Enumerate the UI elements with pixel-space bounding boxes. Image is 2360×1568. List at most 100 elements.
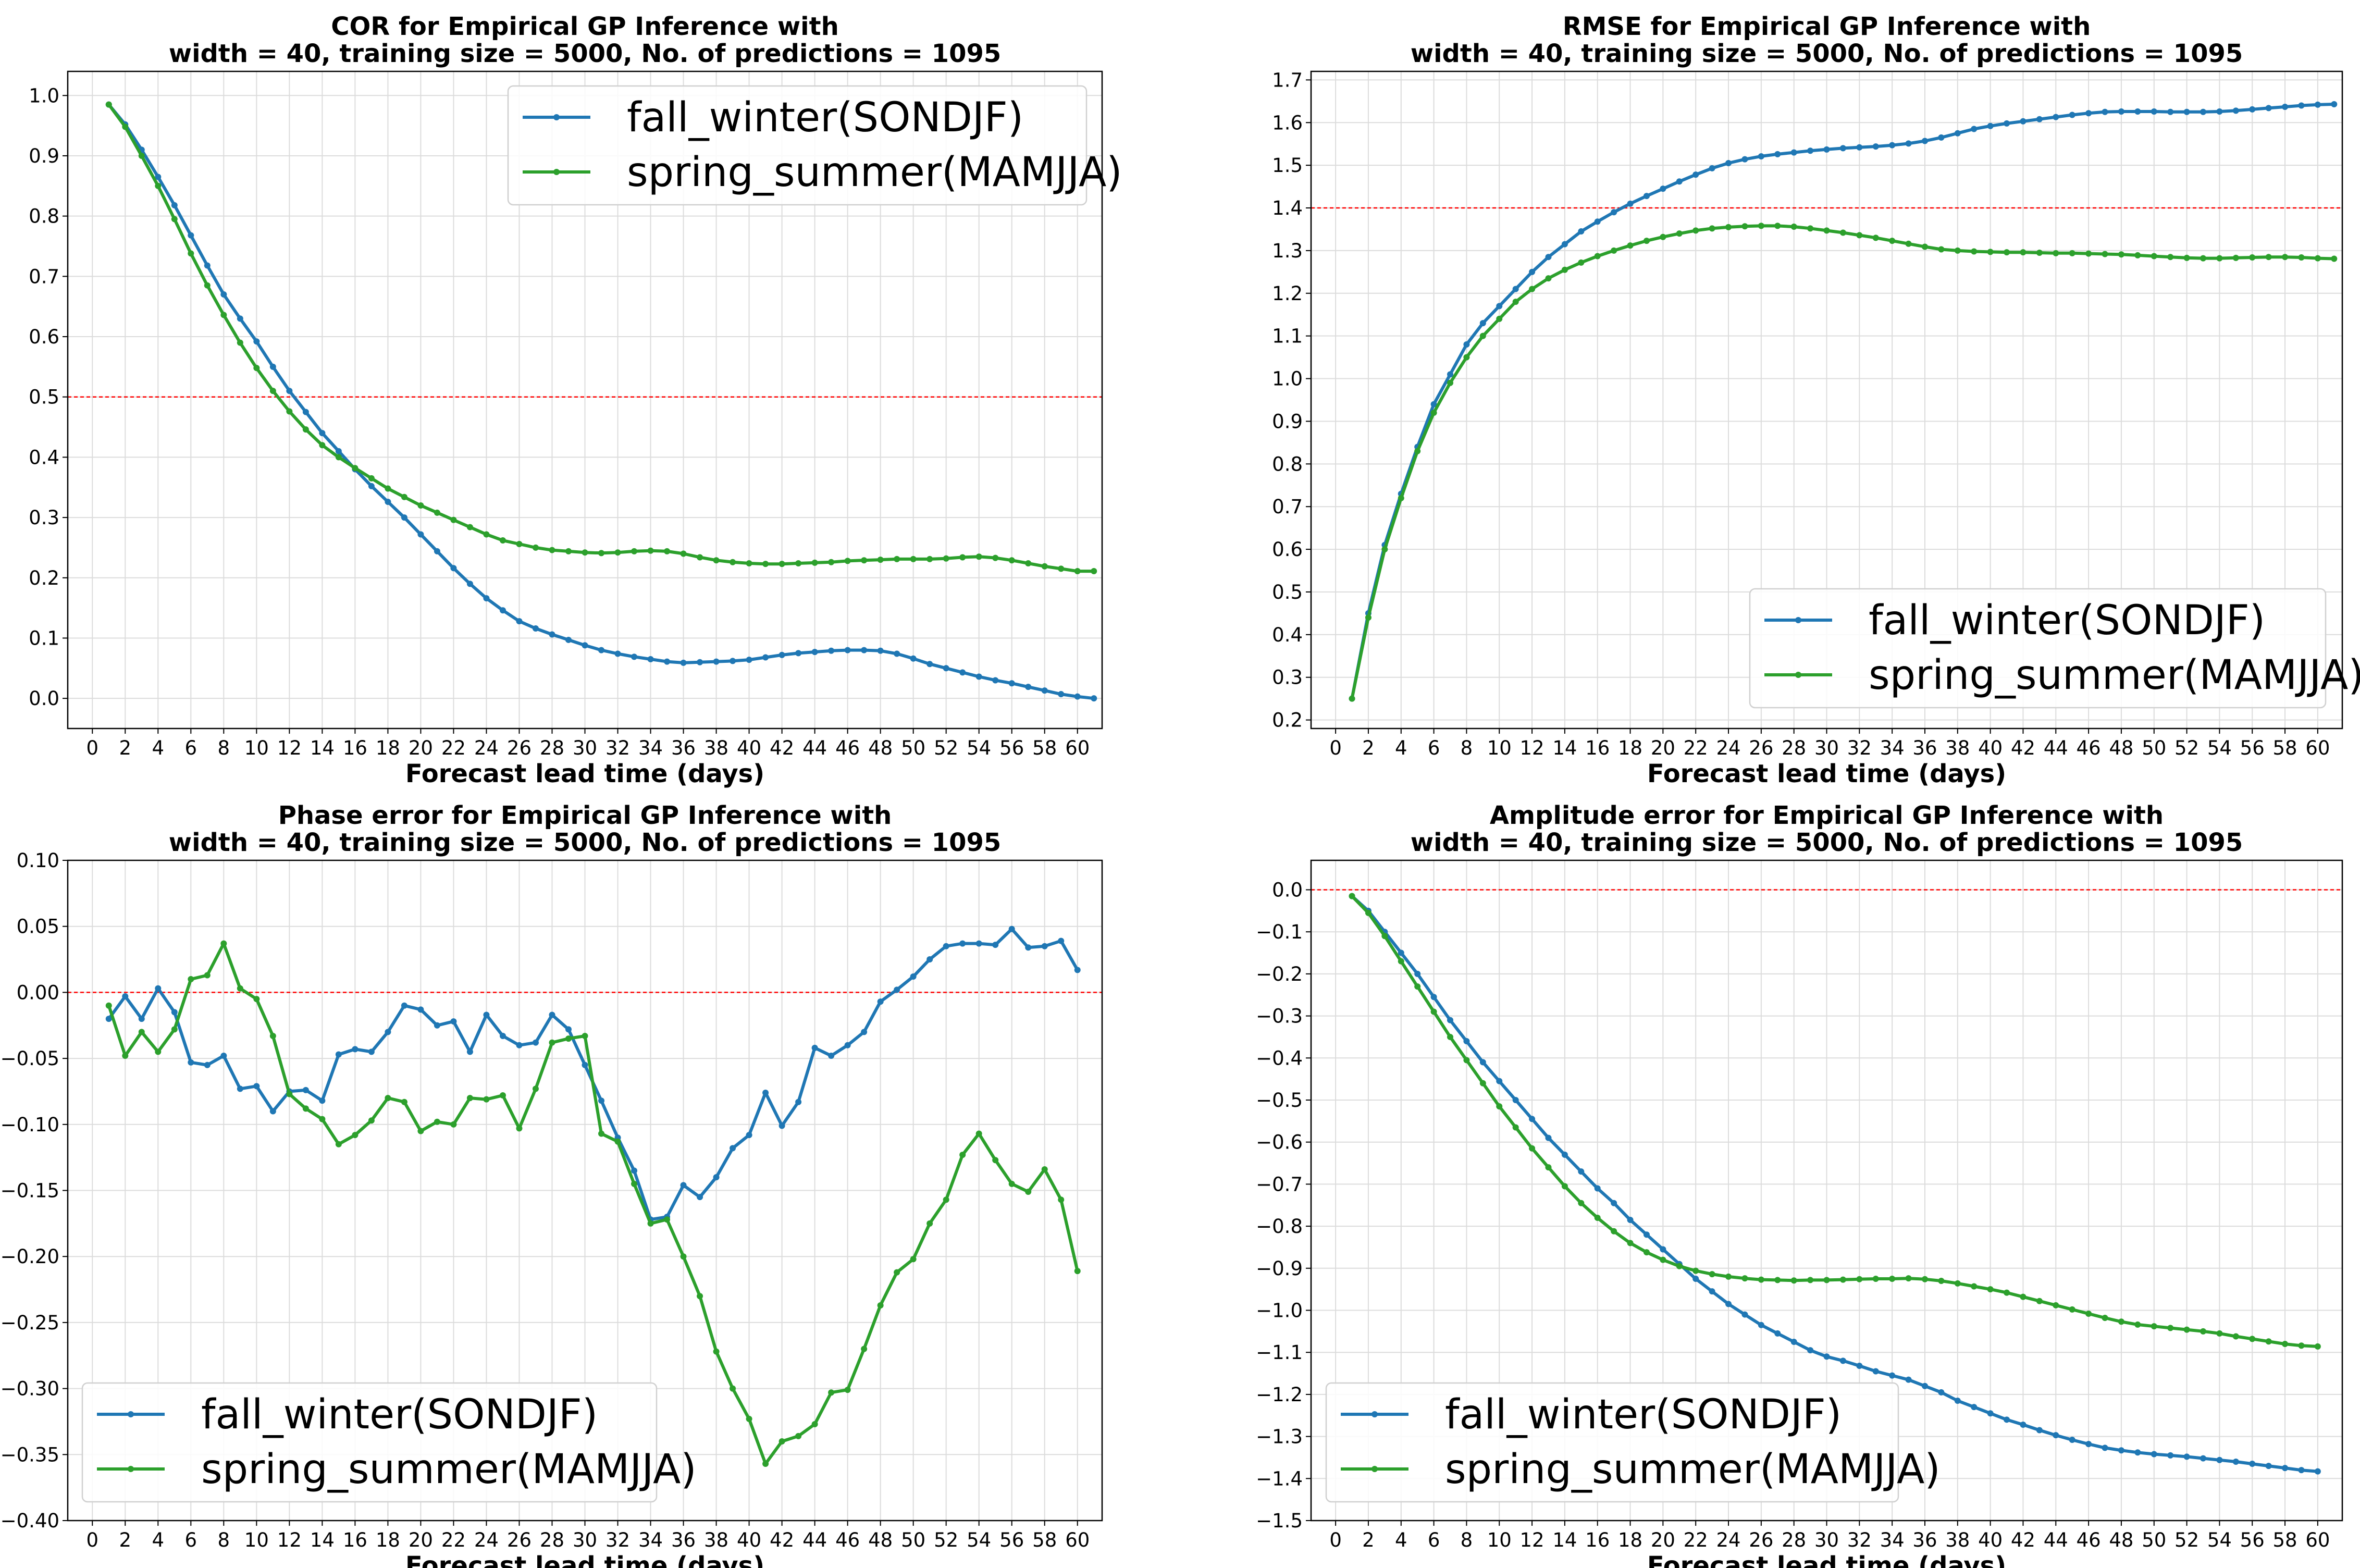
data-point [1009,680,1015,686]
x-tick-label: 22 [1684,737,1708,759]
y-tick-label: 0.8 [29,205,59,228]
data-point [1758,223,1764,229]
data-point [1774,223,1781,229]
data-point [1595,253,1601,260]
data-point [1889,238,1895,244]
data-point [1676,230,1683,237]
x-tick-label: 24 [1716,1529,1740,1551]
data-point [1709,1271,1715,1277]
x-tick-label: 16 [1585,1529,1610,1551]
y-tick-label: −0.4 [1256,1047,1303,1069]
x-tick-label: 34 [638,1529,663,1551]
data-point [155,1048,161,1055]
legend-label: fall_winter(SONDJF) [1869,597,2265,644]
data-point [1692,227,1699,233]
data-point [1545,1135,1551,1141]
data-point [697,1194,703,1200]
data-point [910,656,917,662]
data-point [1595,1215,1601,1221]
legend: fall_winter(SONDJF)spring_summer(MAMJJA) [1750,589,2360,708]
data-point [1873,1368,1879,1375]
data-point [992,1157,998,1163]
data-point [1791,224,1797,230]
data-point [171,202,178,208]
data-point [1529,286,1535,292]
x-tick-label: 6 [185,737,197,759]
data-point [155,183,161,189]
data-point [2069,1306,2075,1313]
data-point [812,1045,818,1051]
data-point [2020,1294,2026,1300]
data-point [2134,108,2141,115]
data-point [664,1216,670,1223]
data-point [615,549,621,555]
x-tick-label: 60 [1065,1529,1090,1551]
data-point [1447,1017,1453,1023]
data-point [1906,241,1912,247]
y-tick-label: 0.1 [29,627,59,649]
data-point [401,514,407,521]
data-point [500,607,506,613]
data-point [2298,254,2304,261]
x-tick-label: 54 [2207,737,2232,759]
data-point [533,625,539,632]
data-point [1987,123,1994,129]
y-tick-label: −1.0 [1256,1299,1303,1322]
data-point [1463,354,1469,361]
y-tick-label: −0.9 [1256,1257,1303,1280]
data-point [730,658,736,664]
data-point [352,465,358,471]
data-point [746,1416,752,1422]
data-point [2102,1444,2108,1451]
y-tick-label: −0.30 [1,1378,59,1400]
data-point [631,653,637,660]
data-point [2184,1453,2190,1460]
x-tick-label: 28 [1782,737,1806,759]
data-point [2053,250,2059,256]
x-tick-label: 8 [1461,737,1473,759]
y-tick-label: −1.3 [1256,1426,1303,1448]
data-point [450,565,456,571]
data-point [204,263,211,269]
data-point [2266,1463,2272,1469]
data-point [959,554,966,560]
data-point [319,1097,325,1104]
data-point [1938,1389,1944,1396]
data-point [2102,109,2108,115]
legend: fall_winter(SONDJF)spring_summer(MAMJJA) [82,1383,697,1502]
data-point [106,1003,112,1009]
data-point [2020,249,2026,255]
y-tick-label: 1.3 [1272,240,1303,262]
legend-label: fall_winter(SONDJF) [627,94,1023,141]
x-tick-label: 32 [1847,737,1872,759]
data-point [910,556,917,562]
data-point [2085,1311,2092,1317]
data-point [2118,1447,2124,1453]
data-point [237,985,243,992]
data-point [1741,1312,1748,1318]
data-point [1611,1228,1617,1234]
x-tick-label: 4 [152,1529,165,1551]
data-point [681,1253,687,1260]
data-point [598,550,604,556]
x-tick-label: 56 [2240,737,2265,759]
data-point [2282,1465,2288,1471]
data-point [1644,1249,1650,1255]
legend-swatch-marker [1795,672,1801,678]
y-tick-label: 1.1 [1272,325,1303,348]
data-point [779,1122,785,1129]
y-tick-label: 0.2 [1272,709,1303,732]
data-point [2118,251,2124,257]
data-point [1889,142,1895,149]
chart-title-line2: width = 40, training size = 5000, No. of… [169,828,1002,857]
data-point [878,998,884,1005]
data-point [2298,1342,2304,1349]
data-point [779,1438,785,1444]
data-point [303,1105,309,1112]
x-tick-label: 0 [1329,1529,1342,1551]
data-point [2004,120,2010,127]
data-point [336,454,342,460]
x-tick-label: 36 [671,1529,696,1551]
data-point [746,1132,752,1138]
data-point [1349,893,1355,899]
